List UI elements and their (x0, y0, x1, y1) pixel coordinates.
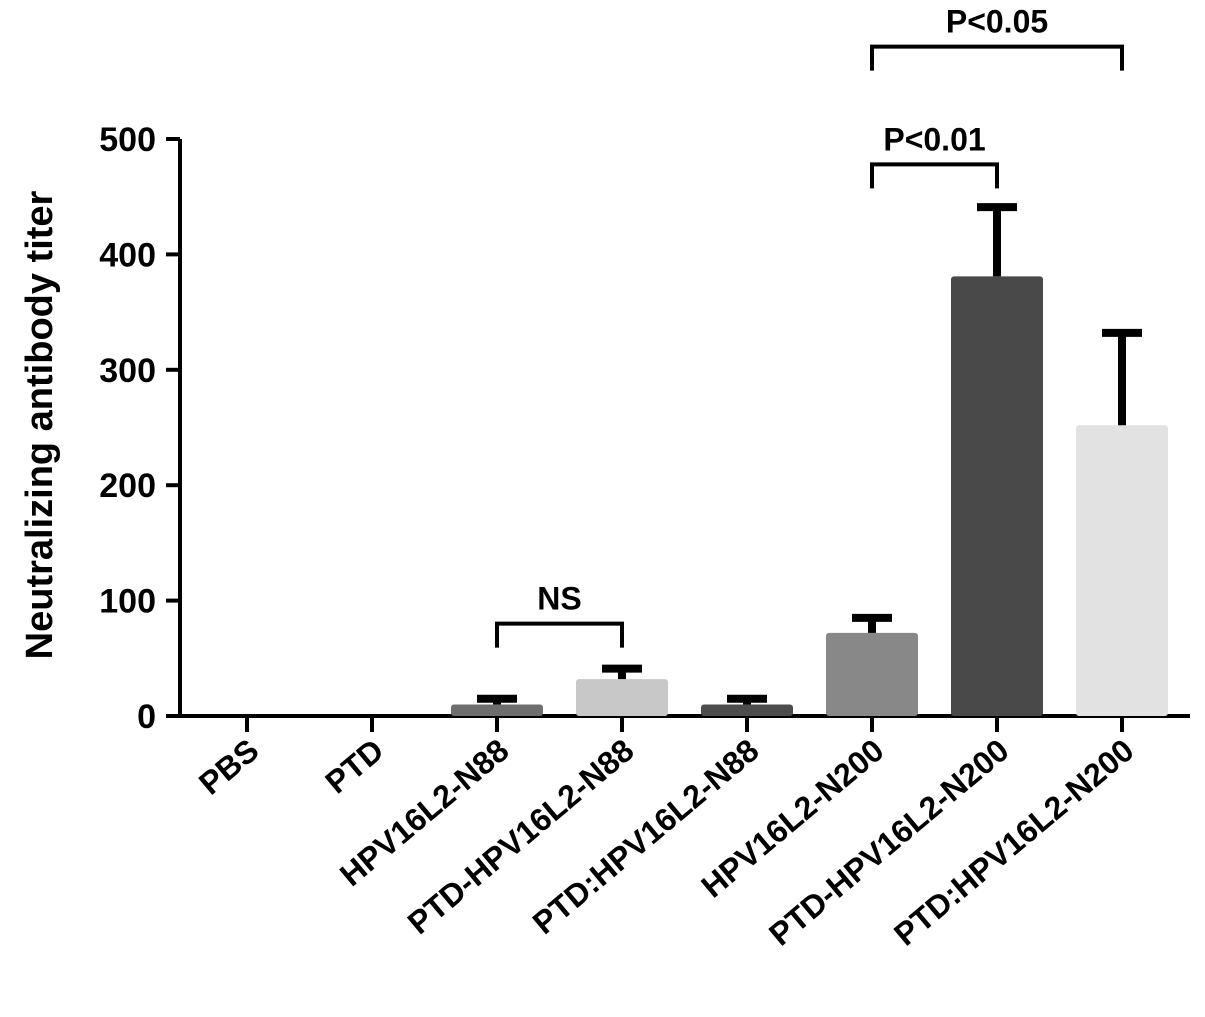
y-axis-label: Neutralizing antibody titer (19, 190, 61, 659)
error-bars (477, 203, 1142, 705)
significance-label: P<0.01 (883, 121, 985, 157)
x-tick-label: PTD-HPV16L2-N88 (401, 732, 641, 941)
y-tick-label: 400 (99, 236, 156, 274)
y-tick-label: 200 (99, 467, 156, 505)
x-tick-label: PBS (192, 732, 266, 802)
y-tick-label: 100 (99, 583, 156, 621)
bar (576, 679, 668, 716)
y-tick-label: 300 (99, 352, 156, 390)
significance-bracket (495, 621, 624, 648)
y-tick-labels: 0 100 200 300 400 500 (99, 121, 156, 736)
significance-bracket (870, 44, 1124, 71)
bar (951, 276, 1043, 716)
bar (1076, 425, 1168, 716)
bars (451, 276, 1168, 716)
significance-annotations: NS P<0.01 P<0.05 (495, 4, 1124, 648)
bar (826, 632, 918, 716)
y-tick-label: 0 (137, 698, 156, 736)
x-tick-label: PTD-HPV16L2-N200 (762, 732, 1015, 953)
significance-bracket (870, 162, 999, 189)
significance-label: P<0.05 (946, 4, 1048, 40)
bar (701, 704, 793, 716)
bar (451, 704, 543, 716)
x-tick-label: PTD:HPV16L2-N200 (887, 732, 1140, 953)
x-tick-labels: PBS PTDHPV16L2-N88PTD-HPV16L2-N88PTD:HPV1… (192, 732, 1141, 953)
x-tick-label: PTD (318, 732, 390, 801)
significance-label: NS (537, 581, 581, 617)
x-tick-label: PTD:HPV16L2-N88 (526, 732, 766, 941)
y-tick-label: 500 (99, 121, 156, 159)
